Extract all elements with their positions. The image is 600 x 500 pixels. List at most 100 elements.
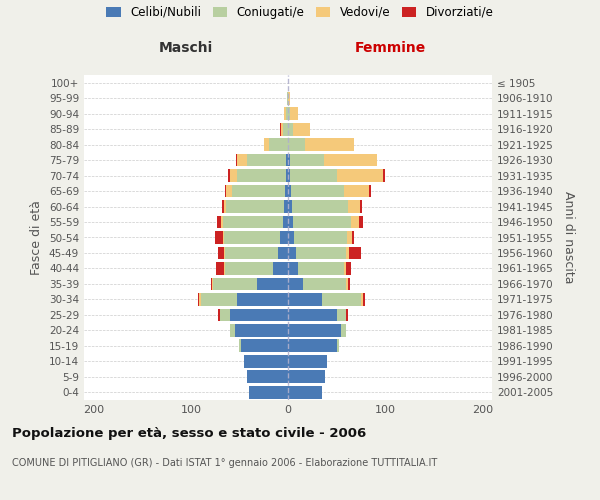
Bar [288, 138, 305, 151]
Bar [216, 262, 224, 275]
Bar [223, 231, 224, 244]
Bar [221, 216, 223, 228]
Bar [235, 324, 288, 336]
Bar [291, 184, 344, 198]
Bar [280, 231, 288, 244]
Bar [280, 123, 281, 136]
Bar [288, 216, 293, 228]
Bar [337, 308, 346, 321]
Bar [296, 246, 346, 260]
Bar [324, 154, 377, 166]
Bar [368, 184, 371, 198]
Text: Popolazione per età, sesso e stato civile - 2006: Popolazione per età, sesso e stato civil… [12, 428, 366, 440]
Bar [293, 216, 351, 228]
Bar [344, 262, 346, 275]
Bar [347, 231, 352, 244]
Bar [224, 200, 226, 213]
Bar [200, 293, 238, 306]
Bar [292, 200, 348, 213]
Bar [286, 169, 288, 182]
Text: COMUNE DI PITIGLIANO (GR) - Dati ISTAT 1° gennaio 2006 - Elaborazione TUTTITALIA: COMUNE DI PITIGLIANO (GR) - Dati ISTAT 1… [12, 458, 437, 468]
Bar [247, 154, 286, 166]
Bar [225, 246, 278, 260]
Bar [238, 154, 247, 166]
Bar [225, 184, 226, 198]
Bar [223, 216, 283, 228]
Bar [218, 308, 220, 321]
Bar [359, 216, 363, 228]
Y-axis label: Fasce di età: Fasce di età [31, 200, 43, 275]
Bar [238, 169, 286, 182]
Bar [288, 200, 292, 213]
Legend: Celibi/Nubili, Coniugati/e, Vedovi/e, Divorziati/e: Celibi/Nubili, Coniugati/e, Vedovi/e, Di… [101, 1, 499, 24]
Bar [215, 231, 223, 244]
Bar [322, 293, 361, 306]
Bar [283, 123, 288, 136]
Bar [337, 340, 338, 352]
Bar [286, 154, 288, 166]
Bar [288, 340, 337, 352]
Bar [363, 293, 365, 306]
Bar [226, 184, 232, 198]
Bar [288, 154, 290, 166]
Bar [288, 278, 302, 290]
Bar [361, 293, 363, 306]
Bar [346, 308, 348, 321]
Bar [230, 169, 238, 182]
Bar [213, 278, 257, 290]
Bar [230, 324, 235, 336]
Bar [269, 138, 288, 151]
Bar [197, 293, 199, 306]
Bar [239, 340, 241, 352]
Bar [298, 262, 344, 275]
Bar [302, 278, 346, 290]
Bar [288, 386, 322, 398]
Bar [290, 154, 324, 166]
Bar [199, 293, 200, 306]
Bar [281, 123, 283, 136]
Bar [305, 138, 354, 151]
Bar [284, 200, 288, 213]
Bar [218, 246, 224, 260]
Bar [236, 154, 238, 166]
Bar [288, 169, 290, 182]
Bar [288, 370, 325, 383]
Bar [383, 169, 385, 182]
Bar [285, 184, 288, 198]
Bar [274, 262, 288, 275]
Bar [349, 246, 361, 260]
Bar [230, 308, 288, 321]
Bar [238, 293, 288, 306]
Bar [288, 262, 298, 275]
Bar [286, 108, 288, 120]
Bar [224, 231, 280, 244]
Bar [288, 324, 341, 336]
Bar [288, 355, 327, 368]
Bar [257, 278, 288, 290]
Bar [249, 386, 288, 398]
Bar [288, 123, 293, 136]
Bar [241, 340, 288, 352]
Bar [288, 108, 290, 120]
Bar [278, 246, 288, 260]
Bar [346, 246, 349, 260]
Bar [288, 231, 294, 244]
Bar [346, 262, 351, 275]
Bar [290, 108, 298, 120]
Bar [294, 231, 347, 244]
Bar [344, 184, 368, 198]
Bar [225, 262, 274, 275]
Bar [290, 169, 337, 182]
Bar [226, 200, 284, 213]
Bar [212, 278, 213, 290]
Bar [348, 278, 350, 290]
Bar [211, 278, 212, 290]
Bar [288, 293, 322, 306]
Bar [287, 92, 288, 104]
Bar [220, 308, 230, 321]
Bar [348, 200, 360, 213]
Text: Maschi: Maschi [159, 42, 213, 56]
Bar [346, 278, 348, 290]
Bar [283, 216, 288, 228]
Bar [360, 200, 362, 213]
